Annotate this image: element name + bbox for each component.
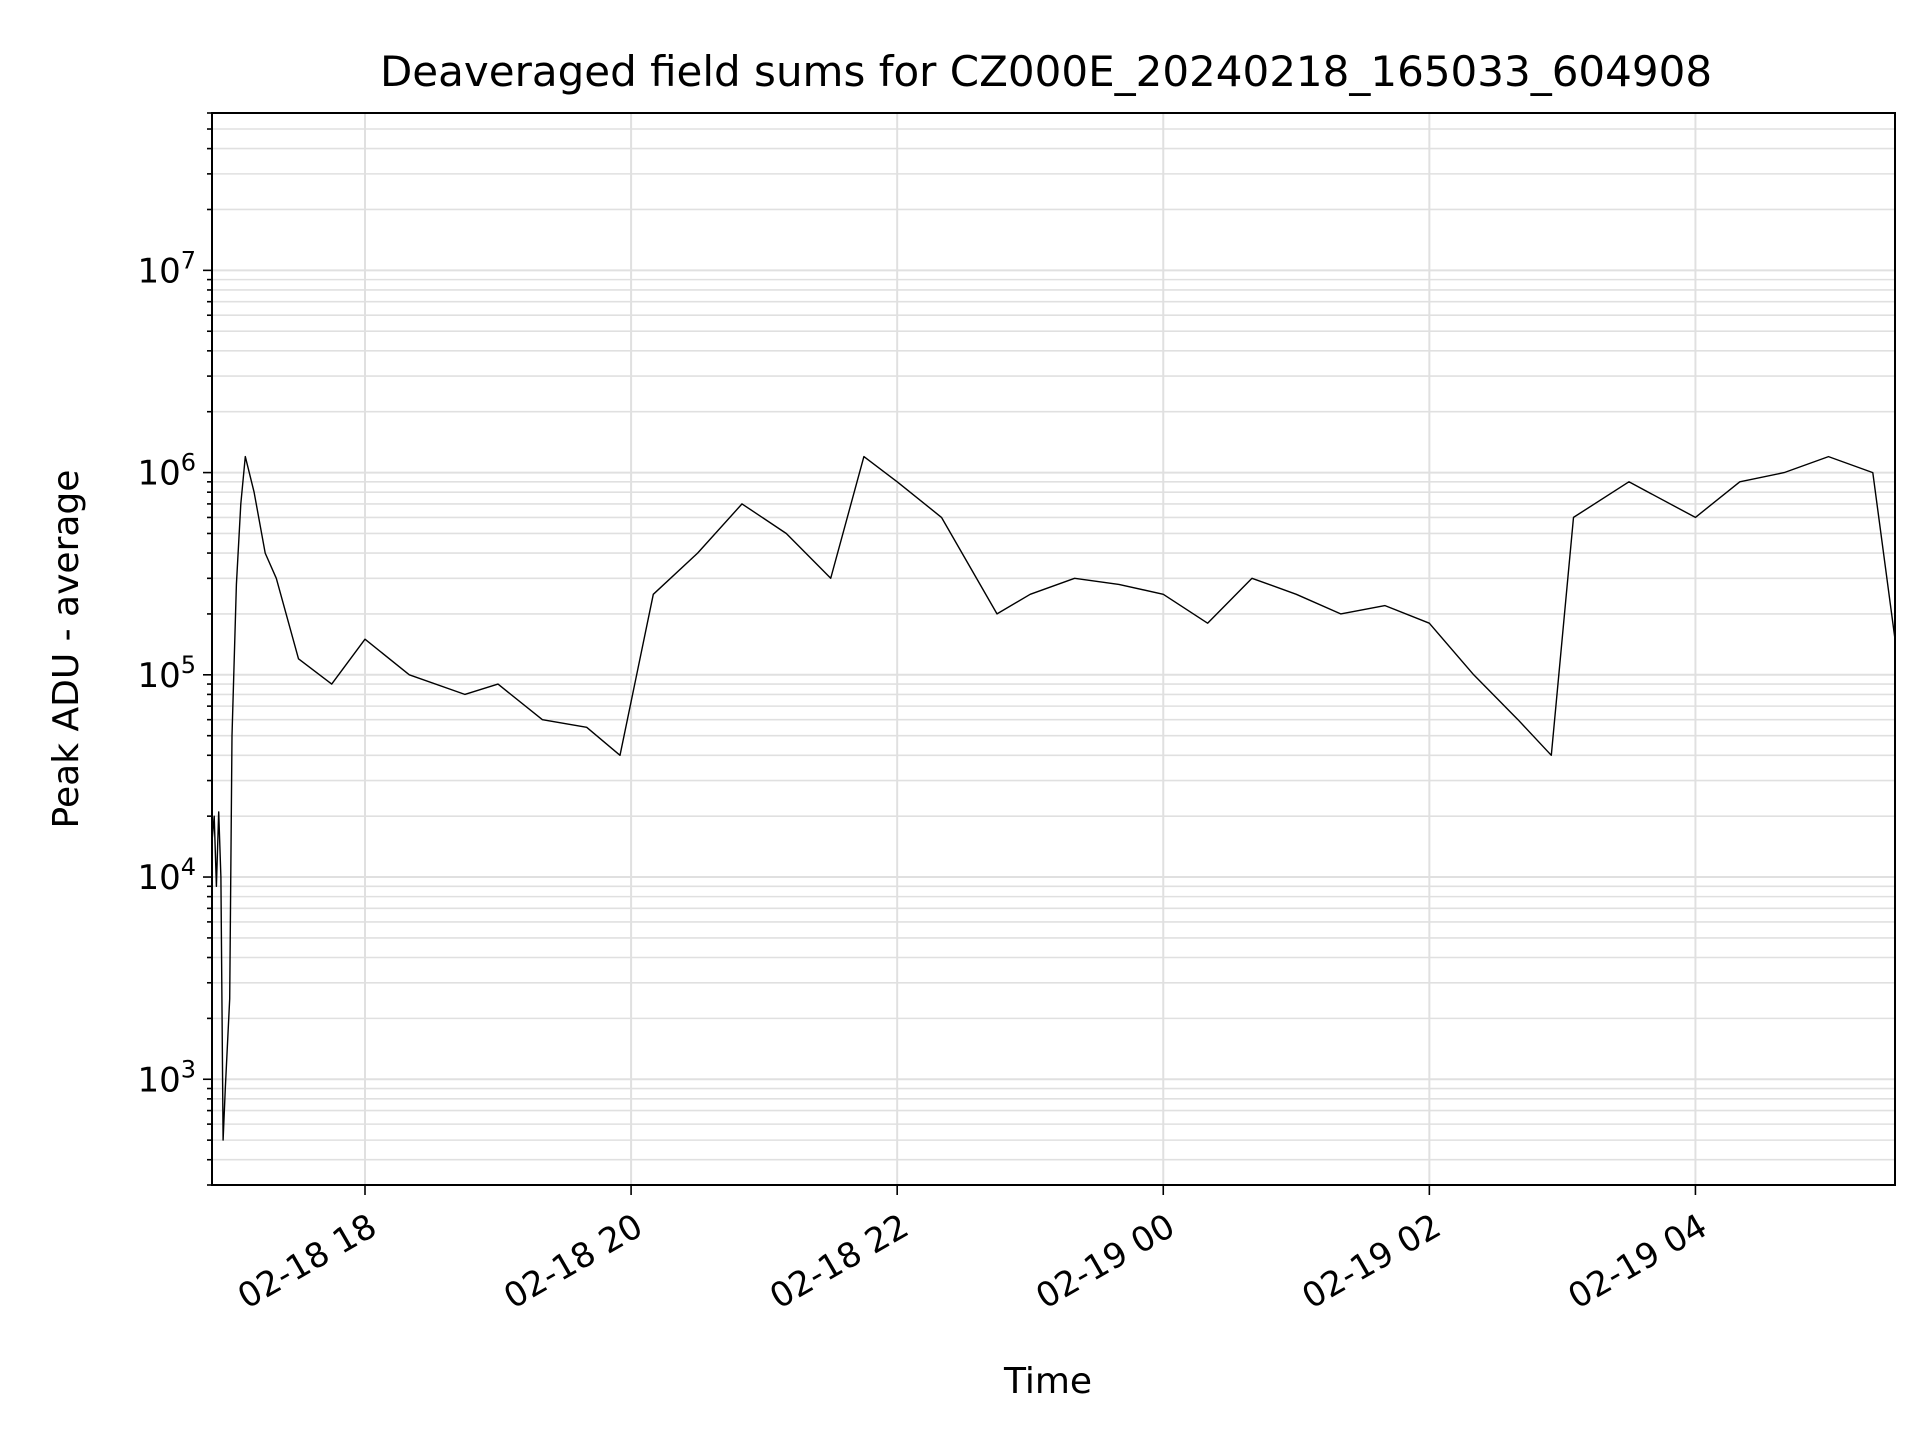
x-tick-label: 02-19 02 xyxy=(1295,1206,1447,1317)
x-tick-label: 02-18 20 xyxy=(497,1206,649,1317)
y-tick-label: 105 xyxy=(137,651,196,696)
x-tick-label: 02-18 18 xyxy=(231,1206,383,1317)
x-axis: 02-18 18 02-18 20 02-18 22 02-19 00 02-19 02… xyxy=(231,1185,1714,1317)
y-tick-label: 106 xyxy=(137,449,196,494)
y-tick-label: 107 xyxy=(137,246,196,291)
plot-frame xyxy=(211,112,1896,1186)
series-line xyxy=(211,455,1896,1141)
y-tick-label: 104 xyxy=(137,853,196,898)
y-tick-label: 103 xyxy=(137,1055,196,1100)
y-axis: 103 104 105 106 107 xyxy=(137,112,212,1186)
x-tick-label: 02-18 22 xyxy=(763,1206,915,1317)
x-tick-label: 02-19 00 xyxy=(1029,1206,1181,1317)
x-tick-label: 02-19 04 xyxy=(1562,1206,1714,1317)
y-axis-label: Peak ADU - average xyxy=(46,470,87,829)
grid xyxy=(212,112,1895,1186)
data-layer xyxy=(211,455,1896,1141)
x-axis-label: Time xyxy=(1003,1361,1092,1402)
chart-title: Deaveraged field sums for CZ000E_2024021… xyxy=(380,47,1712,96)
